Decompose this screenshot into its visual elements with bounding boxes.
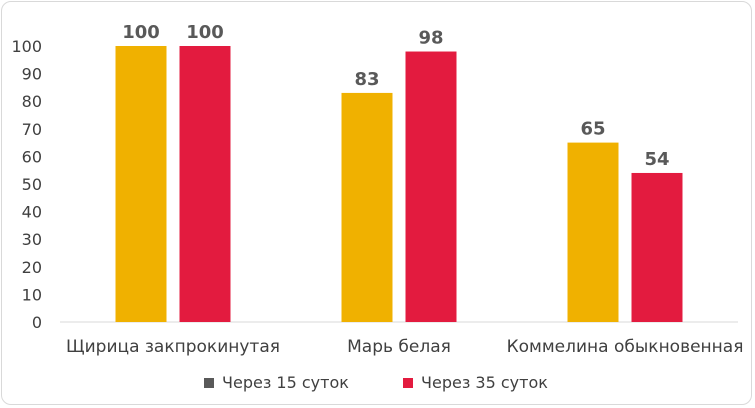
y-tick-label: 0	[32, 313, 42, 332]
bar	[115, 46, 167, 322]
bars-group	[115, 46, 683, 323]
data-label: 54	[644, 149, 669, 170]
y-tick-label: 80	[22, 92, 42, 111]
category-label: Коммелина обыкновенная	[507, 337, 744, 357]
y-tick-label: 40	[22, 203, 42, 222]
legend-label: Через 15 суток	[222, 373, 349, 392]
category-label: Марь белая	[347, 337, 451, 357]
data-label: 83	[354, 69, 379, 90]
data-label: 98	[418, 28, 443, 49]
y-tick-label: 60	[22, 147, 42, 166]
bar	[341, 92, 393, 322]
y-tick-label: 30	[22, 230, 42, 249]
legend-label: Через 35 суток	[421, 373, 548, 392]
y-tick-label: 70	[22, 120, 42, 139]
category-label: Щирица закпрокинутая	[66, 337, 280, 357]
y-tick-label: 10	[22, 285, 42, 304]
y-tick-label: 90	[22, 65, 42, 84]
bar	[567, 142, 619, 322]
y-tick-label: 100	[11, 37, 42, 56]
data-label: 100	[186, 22, 224, 43]
legend-swatch	[204, 378, 214, 388]
legend-swatch	[403, 378, 413, 388]
category-labels: Щирица закпрокинутая Марь белая Коммелина …	[66, 337, 743, 357]
y-tick-label: 50	[22, 175, 42, 194]
bar	[405, 51, 457, 323]
bar	[631, 172, 683, 322]
data-labels-group: 100 100 83 98 65 54	[122, 22, 669, 170]
legend: Через 15 суток Через 35 суток	[204, 373, 548, 392]
y-tick-label: 20	[22, 258, 42, 277]
bar	[179, 46, 231, 322]
data-label: 100	[122, 22, 160, 43]
data-label: 65	[580, 119, 605, 140]
y-axis-ticks: 0 10 20 30 40 50 60 70 80 90 100	[11, 37, 42, 332]
